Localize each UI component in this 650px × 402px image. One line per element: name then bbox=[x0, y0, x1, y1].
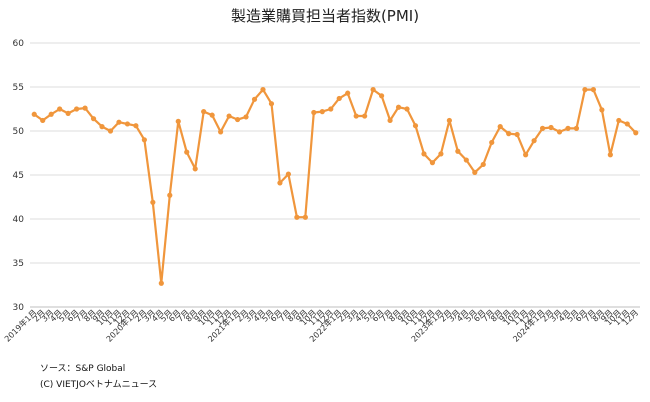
data-point bbox=[57, 106, 63, 112]
y-axis-ticks: 30 35 40 45 50 55 60 bbox=[13, 39, 25, 313]
x-axis-ticks: 2019年1月2月3月4月5月6月7月8月9月10月11月12月2020年1月2… bbox=[2, 307, 640, 343]
data-point bbox=[158, 280, 164, 286]
data-point bbox=[311, 109, 317, 116]
data-point bbox=[438, 151, 444, 157]
data-point bbox=[472, 169, 478, 175]
source-note: ソース：S&P Global bbox=[40, 364, 126, 374]
data-point bbox=[294, 214, 300, 220]
data-point bbox=[616, 117, 622, 124]
data-point bbox=[73, 106, 80, 112]
data-point bbox=[192, 166, 198, 172]
data-point bbox=[268, 101, 275, 107]
data-point bbox=[463, 157, 469, 163]
data-point bbox=[497, 124, 503, 130]
y-tick-label: 35 bbox=[13, 259, 24, 269]
data-point bbox=[506, 131, 512, 137]
data-point bbox=[99, 124, 105, 130]
data-point bbox=[82, 105, 88, 111]
data-point bbox=[277, 180, 283, 186]
data-point bbox=[480, 161, 486, 168]
y-tick-label: 30 bbox=[13, 303, 25, 313]
data-point bbox=[573, 125, 580, 131]
data-point bbox=[582, 87, 588, 93]
data-point bbox=[226, 113, 232, 119]
y-tick-label: 55 bbox=[13, 83, 24, 93]
data-point bbox=[285, 171, 292, 177]
data-point bbox=[141, 137, 147, 143]
grid-lines bbox=[30, 42, 640, 308]
data-point bbox=[446, 117, 452, 124]
data-point bbox=[319, 109, 325, 115]
data-point bbox=[421, 151, 427, 157]
data-point bbox=[90, 116, 97, 122]
copyright-note: (C) VIETJOベトナムニュース bbox=[40, 380, 158, 390]
data-point bbox=[336, 95, 342, 102]
data-point bbox=[48, 111, 54, 117]
data-point bbox=[489, 139, 495, 146]
series-line bbox=[33, 88, 637, 285]
data-point bbox=[251, 96, 258, 102]
data-point bbox=[378, 93, 385, 99]
data-point bbox=[201, 109, 207, 115]
data-point bbox=[116, 119, 122, 125]
data-point bbox=[167, 192, 173, 198]
data-point bbox=[412, 123, 419, 129]
data-point bbox=[565, 125, 571, 131]
data-point bbox=[607, 152, 613, 158]
data-point bbox=[31, 111, 37, 117]
data-point bbox=[234, 116, 241, 123]
y-tick-label: 45 bbox=[13, 171, 24, 181]
data-point bbox=[133, 123, 139, 129]
data-point bbox=[260, 87, 266, 93]
data-point bbox=[633, 130, 639, 136]
data-point bbox=[429, 160, 436, 166]
data-point bbox=[40, 117, 46, 124]
data-point bbox=[590, 87, 597, 93]
series-pmi bbox=[31, 87, 639, 286]
data-point bbox=[531, 138, 537, 144]
data-point bbox=[514, 131, 520, 138]
data-point bbox=[150, 199, 156, 205]
data-point bbox=[362, 113, 368, 119]
data-point bbox=[539, 125, 546, 131]
data-point bbox=[243, 114, 249, 120]
data-point bbox=[209, 112, 215, 118]
data-point bbox=[599, 107, 605, 113]
chart-title: 製造業購買担当者指数(PMI) bbox=[231, 7, 419, 25]
data-point bbox=[523, 152, 529, 158]
data-point bbox=[624, 121, 630, 127]
y-tick-label: 40 bbox=[13, 215, 25, 225]
data-point bbox=[124, 121, 131, 127]
data-point bbox=[370, 87, 376, 93]
data-point bbox=[65, 110, 71, 116]
data-point bbox=[404, 106, 410, 112]
data-point bbox=[387, 117, 393, 124]
data-point bbox=[395, 104, 402, 110]
data-point bbox=[328, 106, 334, 112]
data-point bbox=[184, 149, 190, 155]
y-tick-label: 60 bbox=[13, 39, 25, 49]
data-point bbox=[218, 129, 224, 135]
data-point bbox=[345, 90, 351, 96]
data-point bbox=[548, 124, 554, 131]
data-point bbox=[175, 118, 181, 124]
data-point bbox=[107, 128, 114, 134]
data-point bbox=[455, 148, 461, 154]
data-point bbox=[302, 214, 308, 220]
data-point bbox=[556, 129, 563, 135]
data-point bbox=[353, 113, 359, 119]
y-tick-label: 50 bbox=[13, 127, 25, 137]
